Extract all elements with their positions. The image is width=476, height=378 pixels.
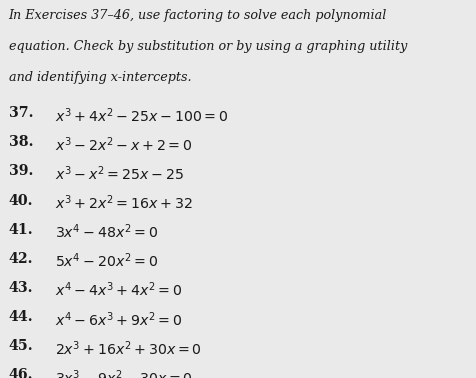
Text: 43.: 43.	[9, 281, 33, 295]
Text: $x^3 + 4x^2 - 25x - 100 = 0$: $x^3 + 4x^2 - 25x - 100 = 0$	[55, 106, 228, 125]
Text: 46.: 46.	[9, 368, 33, 378]
Text: $3x^4 - 48x^2 = 0$: $3x^4 - 48x^2 = 0$	[55, 223, 158, 241]
Text: 45.: 45.	[9, 339, 33, 353]
Text: equation. Check by substitution or by using a graphing utility: equation. Check by substitution or by us…	[9, 40, 406, 53]
Text: 37.: 37.	[9, 106, 33, 120]
Text: In Exercises 37–46, use factoring to solve each polynomial: In Exercises 37–46, use factoring to sol…	[9, 9, 386, 22]
Text: and identifying x-intercepts.: and identifying x-intercepts.	[9, 71, 191, 84]
Text: 41.: 41.	[9, 223, 33, 237]
Text: 42.: 42.	[9, 252, 33, 266]
Text: $x^3 - 2x^2 - x + 2 = 0$: $x^3 - 2x^2 - x + 2 = 0$	[55, 135, 192, 154]
Text: $2x^3 + 16x^2 + 30x = 0$: $2x^3 + 16x^2 + 30x = 0$	[55, 339, 201, 358]
Text: $x^4 - 6x^3 + 9x^2 = 0$: $x^4 - 6x^3 + 9x^2 = 0$	[55, 310, 182, 328]
Text: 44.: 44.	[9, 310, 33, 324]
Text: $5x^4 - 20x^2 = 0$: $5x^4 - 20x^2 = 0$	[55, 252, 158, 270]
Text: 40.: 40.	[9, 194, 33, 208]
Text: $3x^3 - 9x^2 - 30x = 0$: $3x^3 - 9x^2 - 30x = 0$	[55, 368, 192, 378]
Text: $x^4 - 4x^3 + 4x^2 = 0$: $x^4 - 4x^3 + 4x^2 = 0$	[55, 281, 182, 299]
Text: 39.: 39.	[9, 164, 33, 178]
Text: 38.: 38.	[9, 135, 33, 149]
Text: $x^3 - x^2 = 25x - 25$: $x^3 - x^2 = 25x - 25$	[55, 164, 183, 183]
Text: $x^3 + 2x^2 = 16x + 32$: $x^3 + 2x^2 = 16x + 32$	[55, 194, 192, 212]
